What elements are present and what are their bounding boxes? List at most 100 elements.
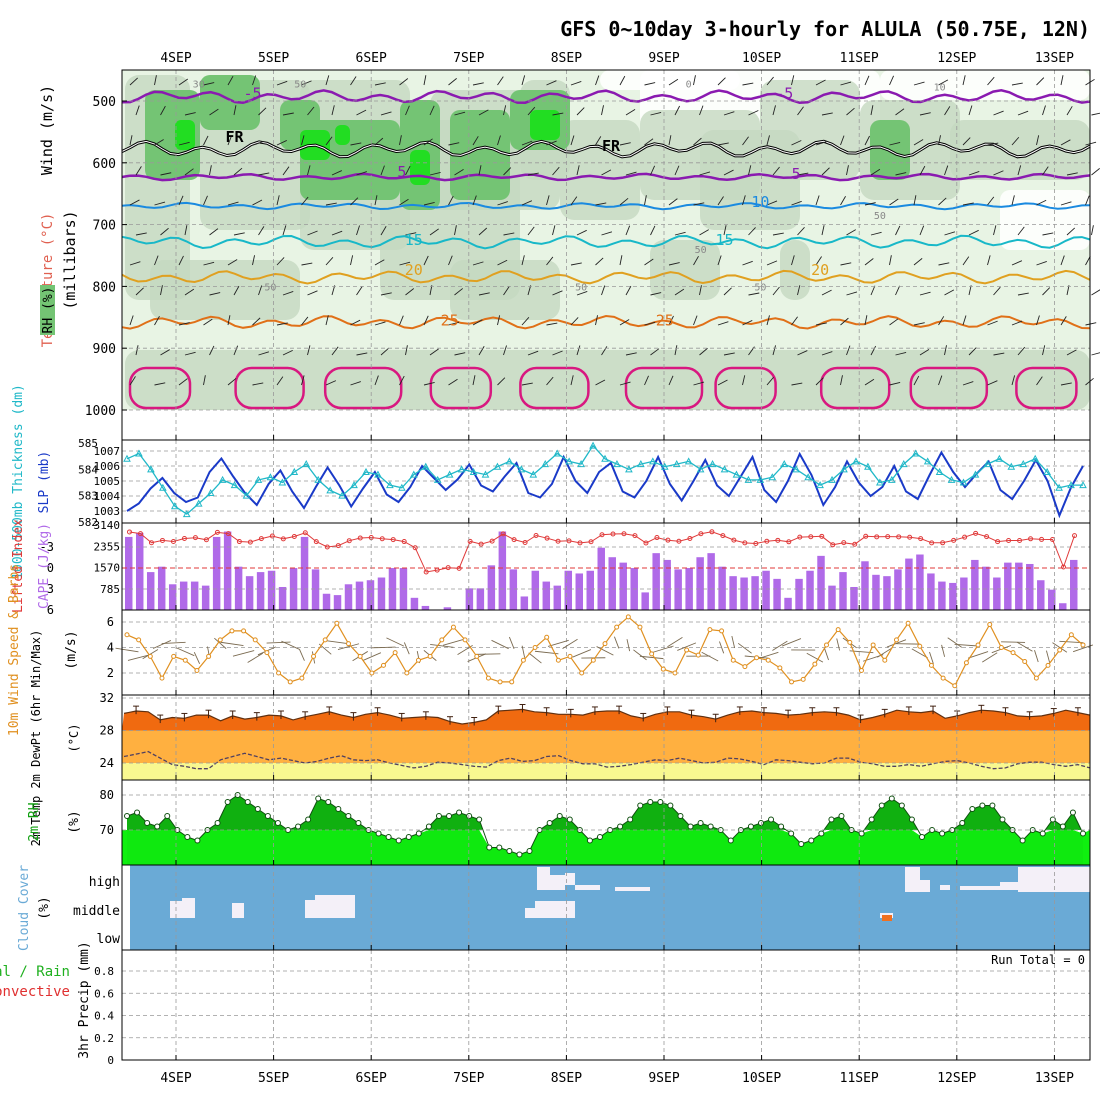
temp-tick-label: 28 xyxy=(100,724,114,738)
cape-tick-label: 785 xyxy=(100,583,120,596)
wind-barb xyxy=(723,225,727,236)
wind-barb xyxy=(380,226,387,236)
temp2m-units-label: (°C) xyxy=(67,724,81,753)
wind-barb xyxy=(944,106,951,116)
li-point xyxy=(863,533,869,539)
thickness-point xyxy=(876,478,884,486)
li-point xyxy=(148,540,154,546)
wind-barb xyxy=(1017,226,1025,236)
cape-bar xyxy=(190,581,199,610)
wind-barb xyxy=(423,202,435,206)
wind-barb xyxy=(815,322,827,326)
li-point xyxy=(500,531,506,537)
wind-barb xyxy=(209,108,219,116)
wind-barb xyxy=(717,196,724,206)
cloud-gap xyxy=(575,885,600,890)
thickness-point xyxy=(648,457,657,465)
dewpt-line xyxy=(123,750,1091,770)
wind-barb xyxy=(895,108,905,116)
cape-bar xyxy=(586,570,594,610)
rh2m-point xyxy=(184,834,191,840)
rh-wet-region xyxy=(145,90,200,180)
rh2m-point xyxy=(1019,837,1026,844)
rh2m-point xyxy=(687,823,694,830)
contour-label: FR xyxy=(602,137,621,155)
cape-bar xyxy=(707,553,715,610)
wind10-barb xyxy=(772,640,788,651)
wind-barb xyxy=(699,105,704,116)
thickness-point xyxy=(672,460,681,468)
thickness-point xyxy=(995,454,1004,462)
wind-barb xyxy=(870,285,876,296)
contour-label: 50 xyxy=(874,211,886,222)
rh2m-point xyxy=(878,802,885,809)
wind-barb xyxy=(472,375,476,386)
rh2m-axis-label: 2m RH xyxy=(27,802,42,841)
cloud-gap xyxy=(550,875,565,890)
cape-tick-label: 2355 xyxy=(94,540,121,553)
rh2m-point xyxy=(154,823,161,830)
wind-barb xyxy=(625,225,631,236)
thickness-point xyxy=(601,454,609,462)
rh2m-tick-label: 70 xyxy=(100,823,114,837)
wind10-barb xyxy=(214,637,227,649)
wind-barb xyxy=(503,286,510,296)
wind-barb xyxy=(521,140,533,146)
slp-axis-label: SLP (mb) xyxy=(37,451,52,514)
wind10-barb xyxy=(1016,641,1033,652)
rh-saturated-region xyxy=(335,125,350,145)
wind10-point xyxy=(1010,650,1016,656)
bottom-date-ticks: 4SEP 5SEP 6SEP 7SEP 8SEP 9SEP 10SEP 11SEP 12SEP 1… xyxy=(160,1071,1074,1086)
top-tick-label: 9SEP xyxy=(648,51,679,66)
wind-barb xyxy=(674,105,681,116)
wind-barb xyxy=(356,109,367,116)
wind-barb xyxy=(1017,346,1026,356)
wind10-point xyxy=(287,679,293,685)
wind-barb xyxy=(595,202,607,206)
li-point xyxy=(313,539,319,545)
wind-barb xyxy=(815,195,820,206)
cloud-gap xyxy=(525,908,535,918)
wind-barb xyxy=(184,225,188,236)
rh2m-point xyxy=(637,802,644,809)
wind-barb xyxy=(497,135,501,146)
cape-bar xyxy=(927,573,935,610)
cape-bar xyxy=(322,593,331,610)
wind-barb xyxy=(895,351,907,356)
cape-bar xyxy=(1004,562,1012,610)
wind-barb xyxy=(380,347,390,356)
wind-barb xyxy=(791,255,795,266)
wind10-barb xyxy=(667,637,683,648)
wind10-point xyxy=(346,641,352,647)
thickness-point xyxy=(1079,481,1087,489)
wind10-barb xyxy=(430,643,454,648)
wind-barb xyxy=(325,75,330,86)
wind10-point xyxy=(1080,642,1086,648)
thickness-point xyxy=(744,475,753,483)
li-point xyxy=(280,536,286,542)
cape-bar xyxy=(619,562,627,610)
wind-barb xyxy=(644,195,647,206)
wind-barb xyxy=(699,285,702,296)
wind-barb xyxy=(987,255,991,266)
wind-barb xyxy=(576,165,580,176)
wind-barb xyxy=(625,352,637,356)
li-tick-label: 3 xyxy=(47,582,54,596)
wind-barb xyxy=(987,142,999,146)
wind-barb xyxy=(350,381,361,386)
wind-barb xyxy=(552,225,556,236)
y-tick-label: 900 xyxy=(93,342,116,357)
cape-bar xyxy=(773,578,781,610)
wind10-barb xyxy=(152,640,172,649)
wind10-point xyxy=(509,679,515,685)
rh2m-point xyxy=(385,834,392,840)
wind-barb xyxy=(227,315,231,326)
wind-barb xyxy=(307,345,311,356)
wind-axis-label: Wind (m/s) xyxy=(38,85,56,175)
rh2m-point xyxy=(788,830,795,837)
wind-barb xyxy=(227,377,237,386)
wind10-barb xyxy=(613,636,620,649)
rh2m-point xyxy=(1039,830,1046,837)
wind-barb xyxy=(644,138,654,146)
